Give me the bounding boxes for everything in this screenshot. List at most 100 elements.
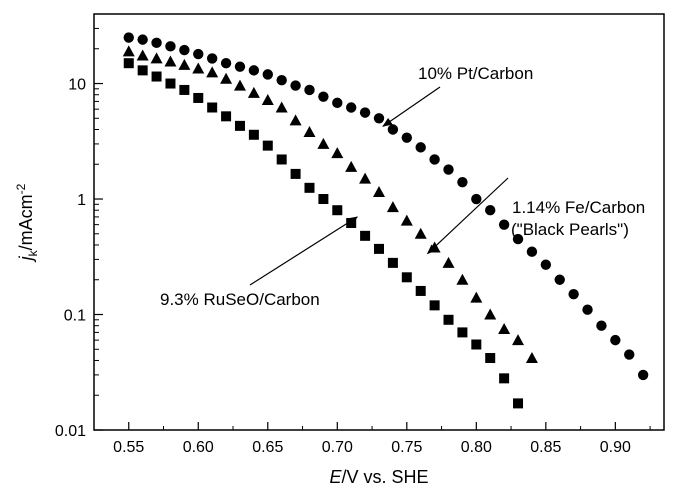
data-point-square xyxy=(387,257,398,268)
data-point-triangle xyxy=(512,334,525,346)
data-point-circle xyxy=(596,320,607,331)
y-tick-label: 0.01 xyxy=(55,423,86,440)
data-point-circle xyxy=(540,259,552,270)
data-point-circle xyxy=(179,44,190,56)
data-point-circle xyxy=(276,74,287,86)
data-point-circle xyxy=(471,193,482,205)
data-point-square xyxy=(165,78,176,89)
data-point-triangle xyxy=(220,72,233,84)
series-squares xyxy=(123,58,524,409)
data-point-square xyxy=(193,92,204,103)
data-point-circle xyxy=(137,34,148,45)
x-tick-label: 0.75 xyxy=(391,439,422,456)
data-point-circle xyxy=(637,369,649,381)
data-point-square xyxy=(262,140,273,151)
data-point-square xyxy=(276,154,287,165)
y-tick-label: 0.1 xyxy=(64,308,86,325)
data-point-triangle xyxy=(373,186,385,198)
data-point-square xyxy=(499,373,510,384)
data-point-circle xyxy=(610,334,621,346)
y-axis-label: jk/mAcm-2 xyxy=(14,183,40,263)
annotations: 10% Pt/Carbon 1.14% Fe/Carbon ("Black Pear… xyxy=(160,64,645,309)
data-point-square xyxy=(471,339,482,350)
data-point-triangle xyxy=(206,66,219,78)
x-axis-label: E/V vs. SHE xyxy=(329,467,428,487)
data-point-square xyxy=(429,300,440,311)
annotation-arrow xyxy=(382,86,441,127)
x-axis: 0.55 0.60 0.65 0.70 0.75 0.80 0.85 0.90 xyxy=(113,422,651,456)
data-point-circle xyxy=(485,205,496,216)
data-point-square xyxy=(290,168,301,179)
data-point-circle xyxy=(387,124,399,135)
data-point-triangle xyxy=(136,49,149,61)
data-point-square xyxy=(207,102,218,113)
data-point-square xyxy=(401,272,412,283)
data-point-circle xyxy=(415,142,426,153)
data-point-square xyxy=(360,230,371,241)
data-point-circle xyxy=(123,32,134,43)
data-point-circle xyxy=(220,57,232,69)
x-tick-label: 0.85 xyxy=(530,439,561,456)
data-point-triangle xyxy=(345,160,358,172)
data-point-circle xyxy=(262,69,273,80)
data-point-triangle xyxy=(122,45,135,57)
data-point-triangle xyxy=(456,273,469,285)
data-point-circle xyxy=(345,102,357,113)
x-tick-label: 0.60 xyxy=(183,439,214,456)
annotation-arrow xyxy=(249,216,359,286)
annotation-label: 10% Pt/Carbon xyxy=(418,64,533,83)
data-point-circle xyxy=(332,97,343,109)
series-triangles xyxy=(122,45,538,364)
data-point-circle xyxy=(206,53,218,64)
plot-frame xyxy=(93,13,665,431)
data-point-circle xyxy=(318,91,329,102)
data-point-triangle xyxy=(247,86,260,98)
data-point-triangle xyxy=(233,79,246,91)
data-point-square xyxy=(248,129,259,140)
data-point-triangle xyxy=(331,147,344,159)
data-point-triangle xyxy=(470,291,483,303)
data-point-triangle xyxy=(150,52,163,64)
data-point-square xyxy=(513,398,524,409)
data-point-triangle xyxy=(303,126,316,138)
y-tick-label: 1 xyxy=(77,192,86,209)
data-point-triangle xyxy=(525,352,538,364)
data-point-triangle xyxy=(289,114,302,126)
annotation-arrow xyxy=(426,177,509,255)
annotation-label: 1.14% Fe/Carbon ("Black Pearls") xyxy=(511,198,645,239)
data-point-circle xyxy=(290,80,301,91)
x-tick-label: 0.55 xyxy=(113,439,144,456)
data-point-circle xyxy=(512,233,524,245)
data-point-triangle xyxy=(178,58,191,70)
data-point-square xyxy=(234,120,245,131)
data-point-square xyxy=(151,71,162,82)
data-point-triangle xyxy=(275,101,288,113)
data-point-square xyxy=(332,205,343,216)
data-point-triangle xyxy=(386,201,399,213)
data-point-circle xyxy=(443,164,454,175)
data-marks xyxy=(122,32,649,409)
data-point-circle xyxy=(526,246,538,257)
data-point-circle xyxy=(554,274,565,285)
data-point-triangle xyxy=(484,308,497,320)
data-point-circle xyxy=(234,61,246,72)
data-point-circle xyxy=(359,107,371,118)
data-point-square xyxy=(304,182,315,193)
data-point-circle xyxy=(304,84,315,96)
data-point-triangle xyxy=(359,172,372,184)
data-point-circle xyxy=(498,219,510,230)
data-point-triangle xyxy=(317,137,330,149)
y-tick-label: 10 xyxy=(68,77,86,94)
data-point-circle xyxy=(624,349,635,360)
data-point-square xyxy=(179,84,190,95)
data-point-circle xyxy=(193,48,204,60)
data-point-circle xyxy=(373,113,385,124)
data-point-triangle xyxy=(442,256,455,268)
data-point-square xyxy=(457,327,468,338)
data-point-square xyxy=(415,285,426,296)
data-point-circle xyxy=(582,304,593,315)
data-point-square xyxy=(318,194,329,205)
data-point-square xyxy=(221,111,232,122)
data-point-square xyxy=(137,65,148,76)
